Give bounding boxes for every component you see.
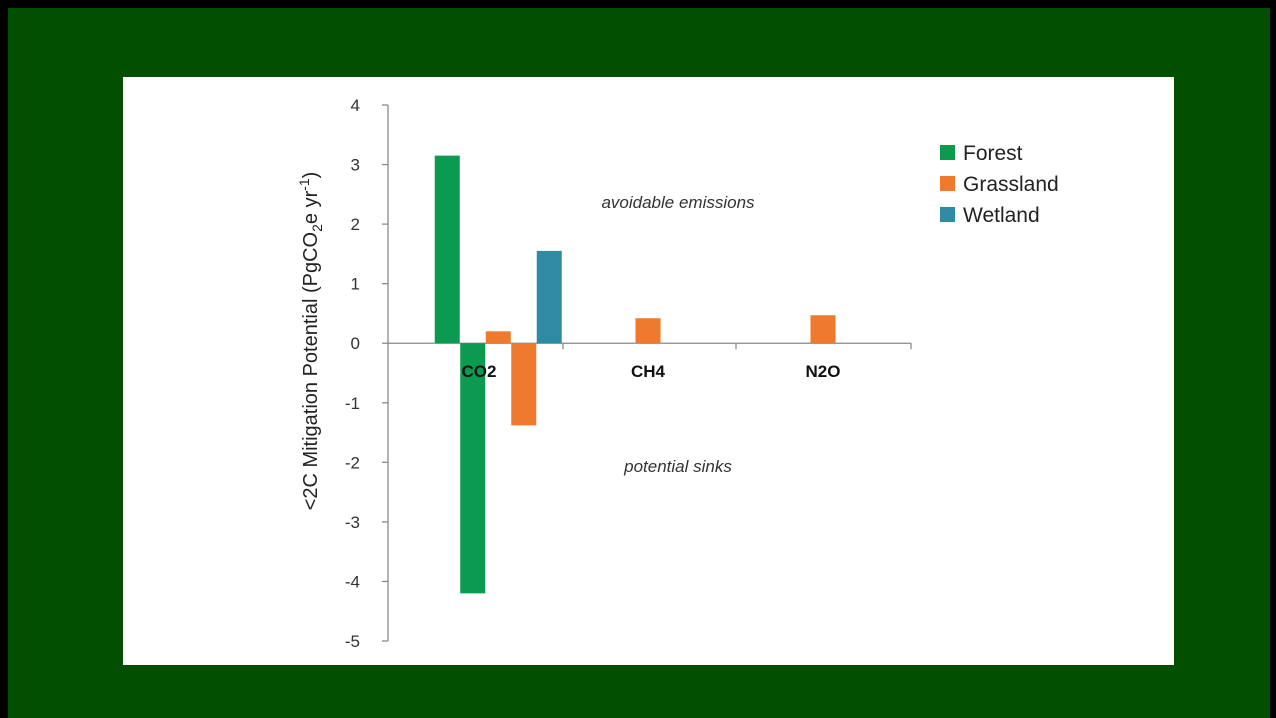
y-tick-label: 1 xyxy=(351,275,360,294)
x-category-label: CH4 xyxy=(631,362,666,381)
bar-wetland-co2 xyxy=(536,250,562,344)
y-tick-label: -2 xyxy=(345,453,360,472)
y-tick-label: -3 xyxy=(345,513,360,532)
y-tick-label: -1 xyxy=(345,394,360,413)
bar-grassland-co2-sink xyxy=(511,343,537,426)
legend-swatch-wetland xyxy=(940,207,955,222)
y-tick-label: 4 xyxy=(351,96,360,115)
bars xyxy=(434,155,836,594)
y-axis-label: <2C Mitigation Potential (PgCO2e yr-1) xyxy=(296,172,325,511)
y-tick-label: -5 xyxy=(345,632,360,651)
annotation: potential sinks xyxy=(623,457,732,476)
y-tick-label: 3 xyxy=(351,156,360,175)
legend-swatch-forest xyxy=(940,145,955,160)
y-tick-label: 2 xyxy=(351,215,360,234)
annotation: avoidable emissions xyxy=(601,193,755,212)
bar-forest-co2 xyxy=(434,155,460,344)
x-category-label: N2O xyxy=(806,362,841,381)
legend-label: Wetland xyxy=(963,204,1040,227)
bar-grassland-n2o xyxy=(810,315,836,344)
bar-forest-co2-sink xyxy=(460,343,486,594)
y-tick-label: 0 xyxy=(351,334,360,353)
slide-background: 4 3 2 1 0 -1 -2 -3 -4 -5 CO2 CH4 N2O avoidable emissi… xyxy=(8,8,1270,718)
bar-grassland-ch4 xyxy=(635,318,661,344)
x-category-label: CO2 xyxy=(462,362,497,381)
bar-chart: 4 3 2 1 0 -1 -2 -3 -4 -5 CO2 CH4 N2O avoidable emissi… xyxy=(296,96,1059,651)
legend-label: Forest xyxy=(963,142,1023,165)
legend-label: Grassland xyxy=(963,173,1059,196)
y-tick-label: -4 xyxy=(345,572,360,591)
labels: 4 3 2 1 0 -1 -2 -3 -4 -5 CO2 CH4 N2O avoidable emissi… xyxy=(345,96,841,651)
legend: Forest Grassland Wetland xyxy=(940,142,1059,227)
chart-panel: 4 3 2 1 0 -1 -2 -3 -4 -5 CO2 CH4 N2O avoidable emissi… xyxy=(123,77,1174,665)
bar-grassland-co2 xyxy=(485,331,511,344)
legend-swatch-grassland xyxy=(940,176,955,191)
